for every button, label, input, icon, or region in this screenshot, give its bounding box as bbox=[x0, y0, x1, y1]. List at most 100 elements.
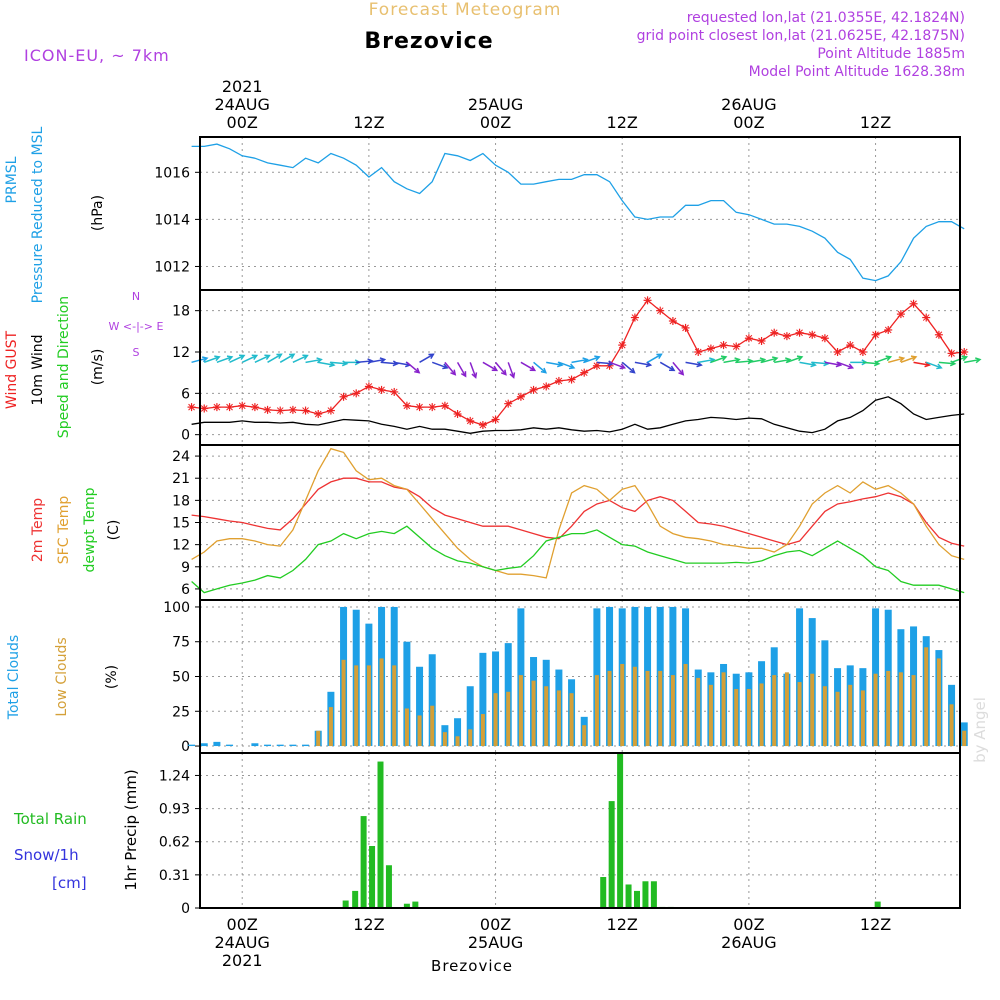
wind-direction-arrow bbox=[837, 361, 855, 370]
total-cloud-bar bbox=[466, 686, 474, 747]
panel-label: Speed and Direction bbox=[56, 296, 72, 438]
gust-marker bbox=[947, 349, 956, 358]
panel-label: Low Clouds bbox=[54, 637, 70, 716]
arrow-shaft bbox=[203, 356, 220, 364]
total-cloud-bar bbox=[200, 743, 208, 747]
marker-d2 bbox=[922, 314, 930, 321]
y-tick-label: 25 bbox=[172, 704, 190, 720]
marker-d2 bbox=[302, 407, 309, 414]
gust-marker bbox=[960, 348, 969, 356]
low-cloud-bar bbox=[417, 715, 422, 747]
arrow-shaft bbox=[698, 358, 715, 364]
low-cloud-bar bbox=[506, 691, 511, 747]
marker-d2 bbox=[378, 386, 385, 394]
gust-marker bbox=[212, 403, 221, 412]
low-cloud-bar bbox=[404, 708, 409, 747]
gust-marker bbox=[516, 392, 525, 401]
footer-location: Brezovice bbox=[431, 957, 513, 975]
gust-marker bbox=[567, 375, 576, 384]
gust-marker bbox=[732, 342, 741, 351]
arrow-shaft bbox=[774, 358, 791, 364]
wind-direction-arrow bbox=[634, 361, 653, 368]
panel-label: SFC Temp bbox=[56, 496, 72, 565]
low-cloud-bar bbox=[873, 673, 878, 747]
location-title: Brezovice bbox=[364, 29, 493, 54]
arrow-shaft bbox=[292, 354, 308, 364]
marker-d2 bbox=[428, 403, 436, 411]
wind-direction-arrow bbox=[279, 353, 296, 363]
marker-d2 bbox=[910, 300, 917, 308]
model-label: ICON-EU, ~ 7km bbox=[24, 46, 170, 65]
low-cloud-bar bbox=[759, 683, 764, 747]
panel-label: Pressure Reduced to MSL bbox=[30, 126, 46, 303]
arrow-shaft bbox=[330, 361, 347, 365]
gust-marker bbox=[846, 341, 855, 350]
y-tick-label: 100 bbox=[163, 600, 190, 616]
wind-direction-arrow bbox=[216, 355, 234, 364]
arrow-shaft bbox=[356, 360, 373, 364]
precip-frame bbox=[199, 752, 961, 909]
point-altitude: Point Altitude 1885m bbox=[817, 46, 965, 62]
marker-d2 bbox=[618, 341, 626, 349]
wind-panel: 0 6 12 18 Wind GUST 10m Wind Speed and Directi… bbox=[4, 289, 982, 446]
arrow-head bbox=[898, 356, 906, 363]
marker-d2 bbox=[492, 416, 499, 423]
wind-direction-arrow bbox=[583, 355, 601, 364]
bottom-time-label: 25AUG bbox=[468, 933, 523, 952]
gust-marker bbox=[428, 403, 437, 412]
wind-direction-arrow bbox=[292, 354, 309, 364]
gust-marker bbox=[529, 385, 538, 394]
low-cloud-bar bbox=[594, 675, 599, 747]
arrow-head bbox=[696, 361, 703, 368]
arrow-shaft bbox=[368, 358, 385, 364]
gust-marker bbox=[922, 313, 931, 322]
marker-d2 bbox=[441, 402, 449, 410]
marker-d2 bbox=[238, 402, 246, 410]
requested-coords: requested lon,lat (21.0355E, 42.1824N) bbox=[687, 10, 965, 26]
low-cloud-bar bbox=[696, 677, 701, 747]
total-cloud-bar bbox=[416, 666, 424, 747]
wind-direction-arrow bbox=[381, 360, 400, 367]
gust-marker bbox=[795, 328, 804, 337]
low-cloud-bar bbox=[556, 690, 561, 747]
marker-d2 bbox=[884, 326, 892, 334]
marker-d2 bbox=[314, 410, 322, 418]
gust-marker bbox=[187, 403, 196, 412]
wind-direction-arrow bbox=[241, 354, 259, 364]
arrow-shaft bbox=[761, 357, 778, 364]
gust-marker bbox=[719, 341, 728, 350]
gust-marker bbox=[744, 334, 753, 343]
marker-d2 bbox=[365, 383, 373, 390]
low-cloud-bar bbox=[316, 730, 321, 747]
marker-d2 bbox=[403, 402, 411, 410]
bottom-time-label: 12Z bbox=[607, 915, 638, 934]
marker-d2 bbox=[568, 376, 575, 383]
arrow-shaft bbox=[229, 354, 245, 364]
low-cloud-bar bbox=[632, 666, 637, 747]
bottom-time-label: 12Z bbox=[860, 915, 891, 934]
panel-label: Total Rain bbox=[13, 810, 87, 828]
marker-d2 bbox=[644, 296, 651, 304]
marker-d2 bbox=[770, 329, 778, 337]
arrow-shaft bbox=[659, 361, 675, 371]
precip-panel: 0 0.31 0.62 0.93 1.24 Total Rain Snow/1h [cm] 1h… bbox=[13, 752, 961, 917]
gust-marker bbox=[377, 385, 386, 394]
low-cloud-bar bbox=[835, 691, 840, 747]
wind-direction-arrow bbox=[203, 355, 221, 364]
arrow-head bbox=[720, 355, 728, 362]
precip-bar bbox=[369, 846, 376, 908]
marker-d2 bbox=[251, 403, 259, 411]
precip-bar bbox=[377, 761, 384, 908]
total-cloud-bar bbox=[479, 652, 487, 747]
y-tick-label: 0 bbox=[181, 428, 190, 444]
marker-d2 bbox=[694, 348, 702, 356]
arrow-head bbox=[509, 372, 516, 379]
arrow-shaft bbox=[964, 358, 981, 364]
marker-d2 bbox=[745, 334, 753, 342]
arrow-shaft bbox=[685, 361, 702, 366]
arrow-head bbox=[619, 363, 627, 370]
product-title: Forecast Meteogram bbox=[369, 0, 562, 20]
gust-marker bbox=[592, 361, 601, 370]
series-line bbox=[191, 396, 965, 434]
